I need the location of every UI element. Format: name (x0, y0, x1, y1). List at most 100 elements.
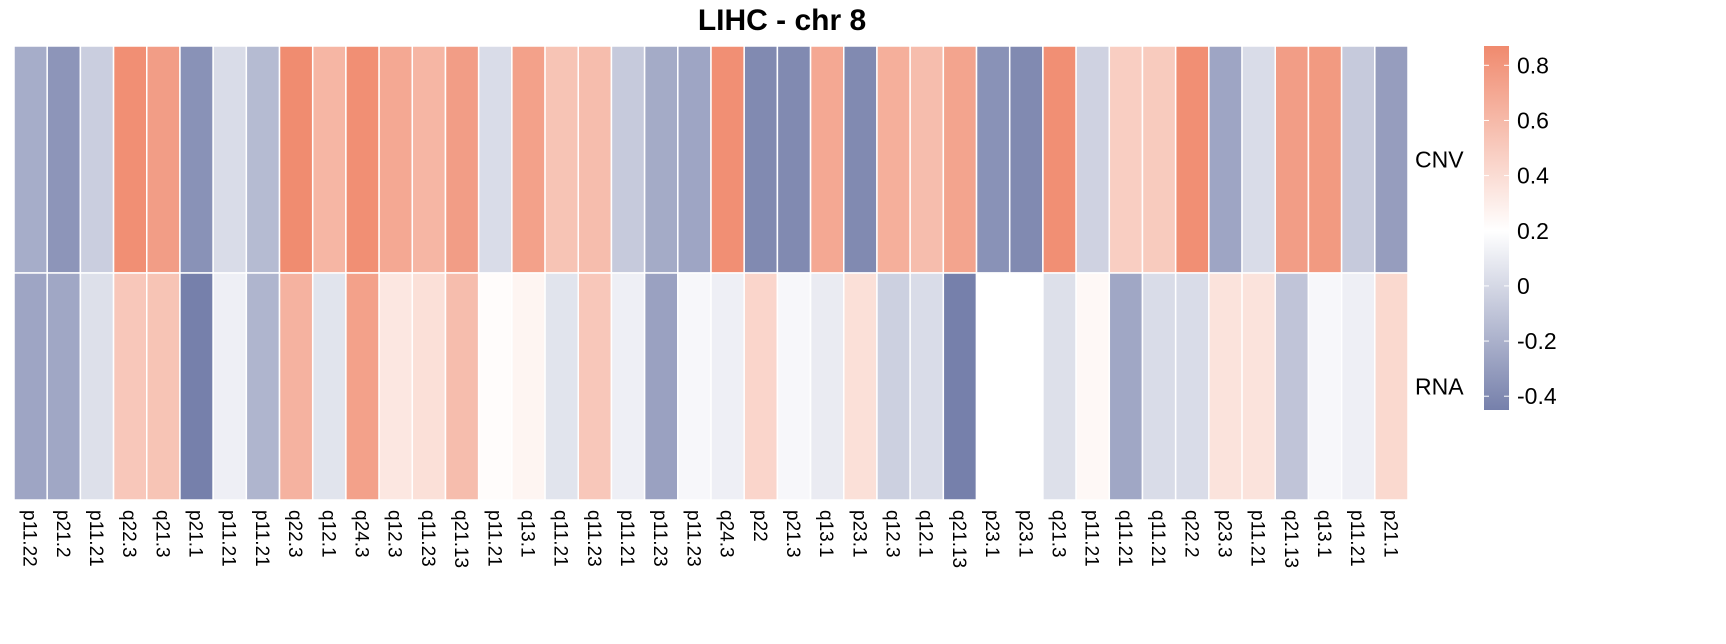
heatmap-cell-cnv-2 (79, 45, 115, 274)
column-label: q24.3 (716, 510, 737, 558)
column-label: p11.21 (616, 510, 637, 567)
heatmap-cell-cnv-9 (311, 45, 347, 274)
heatmap-cells (13, 45, 1409, 501)
column-label: p11.21 (1081, 510, 1102, 567)
heatmap-cell-rna-14 (477, 272, 513, 501)
column-label: q21.3 (151, 510, 172, 558)
heatmap-cell-cnv-24 (809, 45, 845, 274)
heatmap-cell-rna-9 (311, 272, 347, 501)
column-label: q12.1 (317, 510, 338, 558)
heatmap-cell-rna-40 (1340, 272, 1376, 501)
heatmap-cell-cnv-28 (942, 45, 978, 274)
column-label: q12.1 (915, 510, 936, 558)
column-label: q12.3 (384, 510, 405, 558)
column-label: p21.1 (185, 510, 206, 558)
legend-tick-label: 0.6 (1517, 107, 1549, 133)
heatmap-cell-cnv-17 (577, 45, 613, 274)
column-label: p23.1 (848, 510, 869, 558)
column-label: q11.23 (583, 510, 604, 567)
row-label-cnv: CNV (1415, 147, 1464, 173)
column-label: p11.23 (649, 510, 670, 567)
heatmap-cell-rna-5 (179, 272, 214, 501)
heatmap-cell-cnv-12 (411, 45, 447, 274)
heatmap-cell-cnv-25 (843, 45, 878, 274)
heatmap-cell-cnv-29 (975, 45, 1011, 274)
color-legend: 0.8 0.6 0.4 0.2 0 -0.2 -0.4 (1484, 46, 1557, 410)
heatmap-cell-cnv-16 (544, 45, 579, 274)
heatmap-cell-rna-22 (743, 272, 779, 501)
legend-tick-label: 0.8 (1517, 52, 1549, 78)
heatmap-cell-rna-27 (909, 272, 945, 501)
heatmap-cell-rna-12 (411, 272, 447, 501)
column-label: q11.21 (550, 510, 571, 567)
legend-tick-label: 0 (1517, 273, 1530, 299)
heatmap-cell-rna-41 (1374, 272, 1409, 501)
column-label: p11.21 (1346, 510, 1367, 567)
heatmap-cell-rna-16 (544, 272, 579, 501)
column-label: p21.2 (52, 510, 73, 558)
column-label: p11.22 (19, 510, 40, 567)
heatmap-cell-cnv-0 (13, 45, 48, 274)
heatmap-cell-cnv-31 (1042, 45, 1077, 274)
heatmap-cell-rna-32 (1075, 272, 1111, 501)
chart-title: LIHC - chr 8 (698, 4, 866, 37)
heatmap-cell-rna-0 (13, 272, 48, 501)
heatmap-cell-rna-10 (345, 272, 380, 501)
column-label: q12.3 (882, 510, 903, 558)
heatmap-cell-rna-18 (610, 272, 646, 501)
heatmap-cell-rna-35 (1174, 272, 1210, 501)
heatmap-cell-cnv-30 (1008, 45, 1044, 274)
heatmap-cell-cnv-7 (245, 45, 281, 274)
heatmap-cell-cnv-1 (46, 45, 82, 274)
heatmap-cell-cnv-3 (112, 45, 148, 274)
heatmap-cell-rna-26 (876, 272, 911, 501)
heatmap-cell-rna-30 (1008, 272, 1044, 501)
column-label: p11.23 (682, 510, 703, 567)
heatmap-cell-cnv-34 (1141, 45, 1177, 274)
heatmap-cell-rna-8 (278, 272, 314, 501)
column-label: q11.23 (417, 510, 438, 567)
column-label: q13.1 (516, 510, 537, 558)
heatmap-cell-cnv-40 (1340, 45, 1376, 274)
heatmap-cell-rna-7 (245, 272, 281, 501)
heatmap-cell-rna-4 (146, 272, 181, 501)
column-label: p11.21 (483, 510, 504, 567)
row-labels: CNV RNA (1415, 147, 1464, 400)
column-labels: p11.22 p21.2 p11.21 q22.3 q21.3 p21.1 p11.21 p1… (19, 510, 1401, 568)
heatmap-cell-cnv-23 (776, 45, 812, 274)
heatmap-cell-rna-25 (843, 272, 878, 501)
column-label: p21.3 (782, 510, 803, 558)
heatmap-cell-cnv-21 (710, 45, 745, 274)
column-label: q21.13 (1280, 510, 1301, 568)
column-label: q21.13 (450, 510, 471, 568)
column-label: p11.21 (251, 510, 272, 567)
column-label: q21.3 (1048, 510, 1069, 558)
heatmap-cell-rna-15 (511, 272, 546, 501)
legend-tick-label: 0.4 (1517, 163, 1549, 189)
heatmap-cell-rna-31 (1042, 272, 1077, 501)
heatmap-cell-cnv-38 (1274, 45, 1310, 274)
heatmap-cell-cnv-26 (876, 45, 911, 274)
heatmap-cell-rna-1 (46, 272, 82, 501)
heatmap-cell-rna-6 (212, 272, 248, 501)
column-label: q13.1 (815, 510, 836, 558)
column-label: q24.3 (351, 510, 372, 558)
heatmap-cell-cnv-35 (1174, 45, 1210, 274)
heatmap-cell-cnv-27 (909, 45, 945, 274)
heatmap-cell-rna-19 (643, 272, 679, 501)
heatmap-cell-rna-34 (1141, 272, 1177, 501)
column-label: q13.1 (1313, 510, 1334, 558)
column-label: p21.1 (1379, 510, 1400, 558)
column-label: p23.1 (981, 510, 1002, 558)
heatmap-cell-cnv-5 (179, 45, 214, 274)
column-label: q22.3 (118, 510, 139, 558)
heatmap-cell-rna-3 (112, 272, 148, 501)
heatmap-cell-rna-24 (809, 272, 845, 501)
heatmap-cell-cnv-33 (1108, 45, 1144, 274)
column-label: q22.2 (1180, 510, 1201, 558)
heatmap-cell-cnv-15 (511, 45, 546, 274)
legend-color-bar (1484, 46, 1509, 410)
legend-tick-label: -0.4 (1517, 383, 1557, 409)
legend-tick-label: -0.2 (1517, 328, 1557, 354)
